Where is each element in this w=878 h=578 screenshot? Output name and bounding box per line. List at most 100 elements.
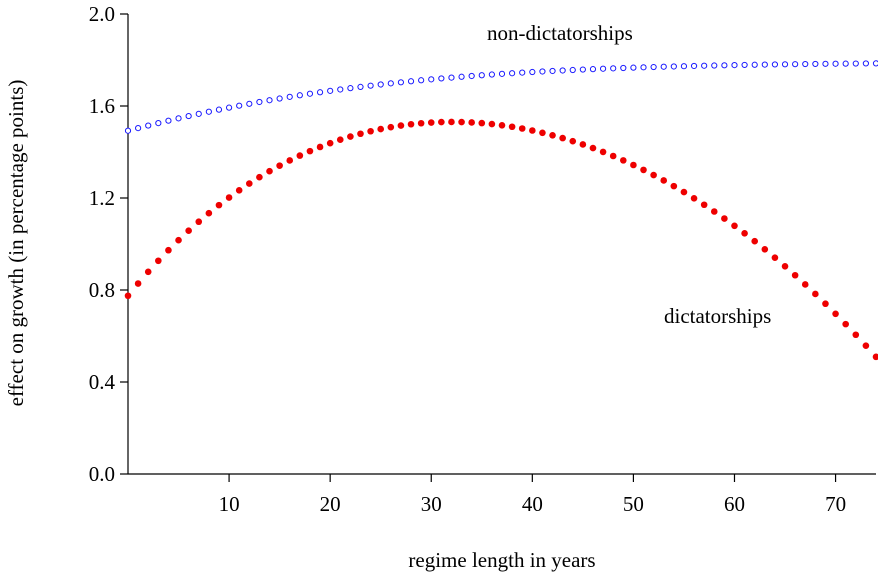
data-point bbox=[620, 64, 627, 72]
data-point bbox=[852, 331, 860, 339]
data-point bbox=[822, 300, 829, 308]
x-tick-label: 10 bbox=[219, 492, 240, 516]
data-point bbox=[428, 76, 435, 83]
data-point bbox=[680, 63, 688, 70]
data-point bbox=[609, 152, 617, 160]
data-point bbox=[175, 115, 182, 122]
data-point bbox=[397, 122, 405, 129]
series-dictatorships bbox=[124, 118, 878, 361]
data-point bbox=[690, 194, 698, 202]
data-point bbox=[781, 263, 789, 270]
data-point bbox=[205, 108, 212, 115]
data-point bbox=[266, 167, 273, 175]
data-point bbox=[397, 79, 405, 86]
data-point bbox=[619, 157, 627, 164]
data-point bbox=[559, 67, 566, 74]
data-point bbox=[438, 118, 445, 126]
data-point bbox=[670, 63, 677, 70]
data-point bbox=[448, 74, 455, 81]
data-point bbox=[589, 144, 597, 152]
series-layer bbox=[124, 60, 878, 361]
data-point bbox=[771, 61, 779, 68]
data-point bbox=[135, 125, 142, 132]
series-label-non-dictatorships: non-dictatorships bbox=[487, 21, 633, 45]
data-point bbox=[660, 63, 667, 70]
x-tick-label: 60 bbox=[724, 492, 745, 516]
data-point bbox=[872, 60, 878, 67]
data-point bbox=[205, 209, 213, 217]
data-point bbox=[812, 60, 819, 68]
data-point bbox=[296, 92, 303, 99]
data-point bbox=[862, 342, 870, 349]
data-point bbox=[680, 188, 688, 196]
y-ticks: 0.0 0.4 0.8 1.2 1.6 2.0 bbox=[89, 2, 128, 486]
data-point bbox=[327, 87, 334, 94]
data-point bbox=[488, 120, 496, 128]
data-point bbox=[468, 119, 475, 126]
data-point bbox=[246, 100, 253, 107]
data-point bbox=[175, 236, 182, 244]
data-point bbox=[690, 62, 698, 70]
data-point bbox=[781, 61, 789, 68]
data-point bbox=[155, 257, 162, 265]
data-point bbox=[266, 97, 273, 104]
data-point bbox=[842, 60, 849, 67]
data-point bbox=[316, 89, 324, 96]
data-point bbox=[589, 66, 597, 73]
data-point bbox=[731, 62, 738, 69]
data-point bbox=[579, 66, 586, 73]
data-point bbox=[579, 141, 587, 148]
data-point bbox=[832, 310, 839, 318]
data-point bbox=[306, 147, 314, 155]
data-point bbox=[225, 104, 233, 111]
data-point bbox=[357, 83, 364, 90]
data-point bbox=[731, 222, 738, 230]
y-tick-label: 1.2 bbox=[89, 186, 115, 210]
data-point bbox=[235, 187, 243, 194]
axes bbox=[127, 14, 876, 475]
data-point bbox=[539, 129, 546, 137]
data-point bbox=[448, 118, 455, 126]
data-point bbox=[377, 81, 384, 88]
x-ticks: 10 20 30 40 50 60 70 bbox=[219, 474, 846, 516]
data-point bbox=[721, 62, 728, 69]
data-point bbox=[519, 69, 526, 76]
data-point bbox=[711, 62, 718, 69]
data-point bbox=[225, 194, 233, 201]
data-point bbox=[357, 130, 364, 138]
data-point bbox=[549, 67, 556, 75]
data-point bbox=[367, 82, 374, 89]
data-point bbox=[539, 68, 546, 75]
data-point bbox=[468, 72, 475, 80]
data-point bbox=[306, 90, 314, 97]
data-point bbox=[610, 65, 617, 72]
data-point bbox=[670, 182, 678, 190]
y-tick-label: 1.6 bbox=[89, 94, 115, 118]
data-point bbox=[498, 70, 506, 77]
data-point bbox=[478, 119, 486, 127]
data-point bbox=[417, 119, 425, 127]
data-point bbox=[761, 61, 768, 68]
data-point bbox=[165, 246, 172, 254]
data-point bbox=[721, 215, 728, 222]
data-point bbox=[155, 119, 162, 127]
data-point bbox=[559, 134, 566, 142]
data-point bbox=[387, 123, 395, 131]
data-point bbox=[741, 230, 748, 237]
y-tick-label: 0.0 bbox=[89, 462, 115, 486]
data-point bbox=[509, 70, 516, 77]
data-point bbox=[801, 281, 809, 288]
data-point bbox=[418, 77, 425, 84]
data-point bbox=[549, 132, 556, 139]
data-point bbox=[518, 125, 526, 132]
data-point bbox=[215, 106, 223, 113]
data-point bbox=[407, 120, 415, 128]
data-point bbox=[144, 268, 152, 276]
data-point bbox=[599, 148, 607, 156]
data-point bbox=[751, 237, 759, 245]
data-point bbox=[438, 75, 445, 82]
data-point bbox=[569, 137, 577, 145]
data-point bbox=[458, 118, 465, 126]
data-point bbox=[832, 60, 839, 67]
data-point bbox=[336, 136, 344, 144]
